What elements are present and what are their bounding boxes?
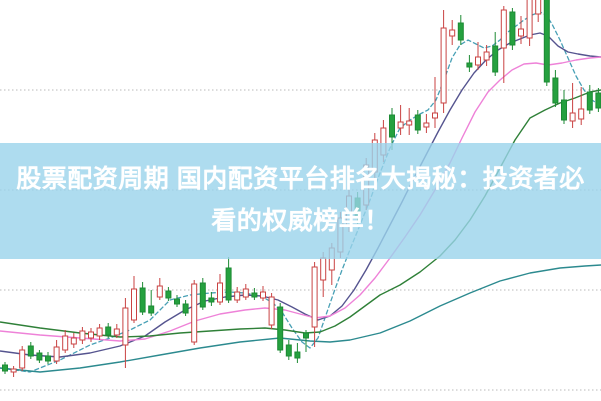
- ma-dark-green: [0, 89, 601, 338]
- headline-text: 股票配资周期 国内配资平台排名大揭秘：投资者必看的权威榜单！: [16, 165, 585, 235]
- headline-banner: 股票配资周期 国内配资平台排名大揭秘：投资者必看的权威榜单！: [0, 143, 601, 259]
- ma-slow-teal: [0, 264, 601, 373]
- ma-magenta: [0, 56, 601, 342]
